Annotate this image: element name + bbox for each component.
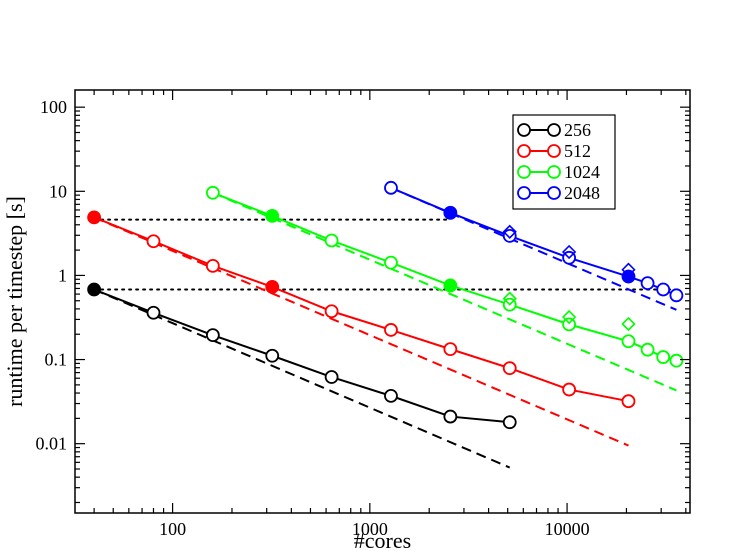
legend-label-256: 256	[564, 120, 591, 140]
data-point-512	[443, 342, 458, 357]
legend-marker-1024	[547, 165, 561, 179]
y-tick-label: 10	[49, 181, 67, 201]
data-point-1024	[265, 209, 280, 223]
diamond-point-1024	[502, 291, 517, 306]
data-point-512	[502, 361, 517, 376]
legend-marker-256	[517, 123, 531, 137]
data-point-1024	[621, 334, 636, 349]
y-tick-label: 0.1	[45, 350, 68, 370]
diamond-point-2048	[621, 262, 636, 277]
reference-lines	[93, 218, 678, 291]
legend-marker-512	[547, 144, 561, 158]
data-point-256	[146, 305, 161, 320]
x-tick-label: 1000	[352, 519, 388, 539]
legend-marker-2048	[547, 186, 561, 200]
legend-label-1024: 1024	[564, 162, 600, 182]
y-tick-label: 0.01	[36, 434, 68, 454]
x-tick-label: 100	[159, 519, 186, 539]
data-point-256	[265, 348, 280, 363]
data-point-256	[324, 370, 339, 384]
data-point-1024	[640, 342, 655, 357]
data-point-512	[384, 323, 398, 337]
data-point-2048	[656, 282, 671, 297]
legend-marker-256	[547, 123, 561, 137]
ideal-line-512	[93, 216, 629, 447]
data-point-256	[384, 388, 398, 403]
data-point-2048	[384, 180, 398, 195]
plot-frame	[74, 89, 691, 514]
data-point-2048	[502, 229, 517, 243]
data-point-1024	[384, 255, 398, 270]
diamond-point-1024	[561, 309, 577, 325]
legend-label-512: 512	[564, 141, 591, 161]
data-point-256	[205, 328, 220, 343]
data-series	[87, 180, 684, 430]
series-line-256	[93, 288, 510, 424]
data-point-256	[87, 282, 102, 297]
data-point-512	[265, 280, 280, 294]
data-point-1024	[443, 278, 458, 293]
data-point-512	[87, 210, 102, 225]
diamond-point-2048	[561, 244, 577, 260]
legend-marker-1024	[517, 165, 531, 179]
y-axis-label: runtime per timestep [s]	[2, 196, 27, 407]
series-line-512	[93, 216, 629, 403]
y-tick-label: 1	[58, 265, 67, 285]
data-point-512	[562, 382, 577, 397]
data-point-1024	[562, 317, 577, 332]
axes: 100 1000 10000 0.01 0.1 1 10 100	[36, 89, 691, 539]
data-point-2048	[443, 205, 458, 220]
ideal-line-256	[93, 288, 511, 469]
x-tick-label: 10000	[545, 519, 590, 539]
data-point-256	[443, 409, 458, 424]
data-point-1024	[324, 233, 339, 248]
data-point-512	[205, 258, 220, 273]
x-axis-label: #cores	[354, 528, 411, 551]
data-point-1024	[669, 353, 684, 368]
data-point-512	[621, 394, 636, 409]
data-point-512	[324, 304, 339, 319]
data-point-2048	[669, 288, 684, 303]
data-point-1024	[205, 185, 220, 200]
ideal-line-1024	[212, 191, 677, 392]
diamond-point-2048	[502, 224, 517, 239]
data-point-256	[502, 415, 517, 430]
legend-marker-2048	[517, 186, 531, 200]
y-tick-label: 100	[40, 97, 67, 117]
data-point-1024	[656, 350, 671, 364]
data-point-512	[146, 234, 161, 249]
diamond-point-1024	[621, 316, 636, 332]
data-point-2048	[640, 276, 655, 291]
legend-marker-512	[517, 144, 531, 158]
series-line-1024	[212, 191, 677, 362]
legend-label-2048: 2048	[564, 183, 600, 203]
